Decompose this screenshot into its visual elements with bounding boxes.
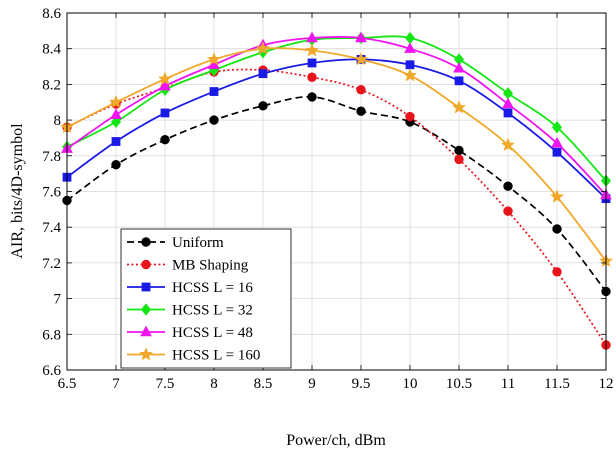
legend-box	[120, 228, 292, 369]
x-tick-label: 8.5	[254, 376, 273, 392]
series-layer	[60, 31, 613, 350]
data-point	[356, 106, 366, 116]
data-point	[258, 69, 268, 79]
y-tick-label: 8.2	[42, 77, 61, 93]
data-point	[405, 60, 415, 70]
x-tick-label: 11	[501, 376, 515, 392]
series-hcss-l-160	[60, 41, 613, 268]
legend-entry: HCSS L = 48	[172, 325, 253, 341]
data-point	[110, 108, 122, 119]
x-tick-label: 7	[112, 376, 120, 392]
y-tick-label: 7.8	[42, 149, 61, 165]
y-tick-label: 8.6	[42, 6, 61, 22]
legend-swatch-marker	[141, 259, 151, 270]
data-point	[307, 58, 317, 68]
data-point	[551, 121, 563, 134]
data-point	[306, 31, 318, 43]
x-tick-label: 8	[210, 376, 218, 392]
x-tick-label: 7.5	[156, 376, 175, 392]
data-point	[305, 43, 319, 57]
data-point	[552, 224, 562, 234]
data-point	[258, 101, 268, 111]
legend-entry: MB Shaping	[172, 258, 249, 274]
tick-marks	[66, 12, 607, 371]
y-tick-label: 7	[54, 292, 62, 308]
data-point	[551, 136, 563, 148]
data-point	[454, 154, 464, 165]
data-point	[209, 115, 219, 125]
data-point	[159, 79, 171, 91]
data-point	[109, 94, 123, 109]
legend-entry: HCSS L = 16	[172, 280, 253, 296]
x-tick-labels: 6.5 7 7.5 8 8.5 9 9.5 10 10.5 11 11.5 12	[58, 376, 614, 392]
y-tick-label: 7.4	[42, 220, 61, 236]
x-tick-label: 6.5	[58, 376, 77, 392]
legend-swatch-marker	[141, 282, 151, 292]
x-tick-label: 9.5	[352, 376, 371, 392]
data-point	[207, 52, 221, 66]
x-tick-label: 11.5	[544, 376, 570, 392]
legend-swatch-marker	[140, 325, 152, 337]
y-tick-label: 7.2	[42, 256, 61, 272]
series-uniform	[62, 92, 611, 297]
data-point	[256, 41, 270, 55]
data-point	[453, 62, 465, 73]
x-tick-label: 9	[308, 376, 316, 392]
x-tick-label: 10	[403, 376, 418, 392]
y-tick-label: 8.4	[42, 42, 61, 58]
y-axis-label: AIR, bits/4D-symbol	[9, 123, 26, 259]
data-point	[503, 206, 513, 216]
data-point	[355, 31, 367, 43]
legend: Uniform MB Shaping HCSS L = 16 HCSS L = 32 H…	[120, 228, 292, 369]
series-line	[66, 68, 607, 346]
legend-swatch-marker	[139, 347, 153, 361]
data-point	[550, 189, 564, 203]
data-point	[354, 52, 368, 66]
data-point	[552, 267, 562, 277]
x-tick-label: 12	[599, 376, 614, 392]
data-point	[403, 68, 417, 82]
data-point	[110, 115, 122, 129]
y-tick-label: 7.6	[42, 185, 61, 201]
x-tick-label: 10.5	[446, 376, 472, 392]
data-point	[552, 147, 562, 157]
data-point	[405, 111, 415, 122]
legend-swatch-marker	[141, 237, 151, 247]
y-tick-labels: 6.6 6.8 7 7.2 7.4 7.6 7.8 8 8.2 8.4 8.6	[42, 6, 61, 379]
y-tick-label: 6.8	[42, 327, 61, 343]
y-tick-label: 6.6	[42, 363, 61, 379]
data-point	[160, 108, 170, 118]
data-point	[452, 100, 466, 114]
data-point	[111, 160, 121, 170]
legend-entry: HCSS L = 32	[172, 303, 253, 319]
data-point	[160, 135, 170, 145]
data-point	[158, 71, 172, 85]
legend-entry: Uniform	[172, 235, 224, 251]
data-point	[307, 92, 317, 102]
data-point	[454, 145, 464, 156]
legend-entry: HCSS L = 160	[172, 348, 260, 364]
data-point	[356, 85, 366, 95]
data-point	[502, 97, 514, 109]
x-axis-label: Power/ch, dBm	[286, 432, 386, 449]
data-point	[454, 76, 464, 86]
data-point	[501, 137, 515, 151]
data-point	[503, 181, 513, 191]
data-point	[209, 87, 219, 96]
data-point	[111, 137, 121, 146]
data-point	[307, 72, 317, 82]
data-point	[404, 42, 416, 53]
y-tick-label: 8	[54, 113, 62, 129]
data-point	[503, 108, 513, 118]
legend-swatch-marker	[140, 303, 152, 316]
